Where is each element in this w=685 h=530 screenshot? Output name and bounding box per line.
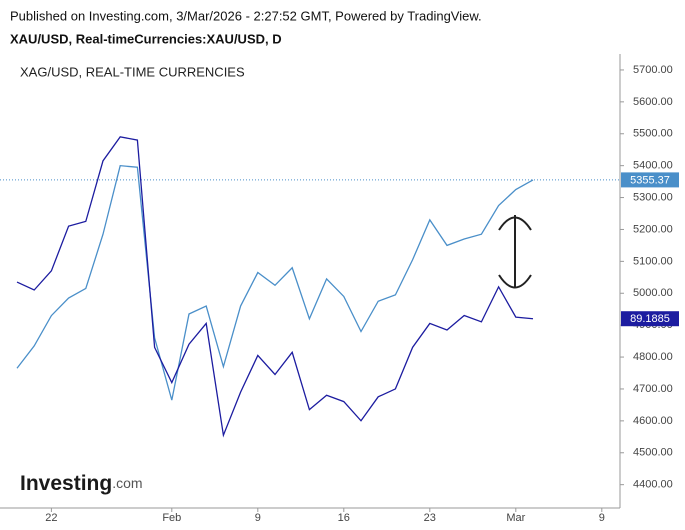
last-value-label: 5355.37 bbox=[630, 174, 670, 186]
x-tick-label: Mar bbox=[506, 512, 525, 524]
chart-title: XAU/USD, Real-timeCurrencies:XAU/USD, D bbox=[10, 31, 282, 46]
last-value-box bbox=[621, 311, 679, 327]
y-tick-label: 5600.00 bbox=[633, 96, 673, 108]
x-tick-label: 16 bbox=[338, 512, 350, 524]
y-tick-label: 5400.00 bbox=[633, 160, 673, 172]
x-tick-label: Feb bbox=[162, 512, 181, 524]
y-tick-label: 4400.00 bbox=[633, 479, 673, 491]
series-line bbox=[16, 164, 534, 401]
legend-entry: XAG/USD, REAL-TIME CURRENCIES bbox=[20, 64, 245, 79]
x-tick-label: 9 bbox=[599, 512, 605, 524]
y-tick-label: 4600.00 bbox=[633, 415, 673, 427]
last-value-label: 89.1885 bbox=[630, 313, 670, 325]
logo-main: Investing bbox=[20, 472, 112, 495]
logo: Investing.com bbox=[20, 472, 143, 495]
published-note: Published on Investing.com, 3/Mar/2026 -… bbox=[10, 8, 482, 23]
y-tick-label: 5700.00 bbox=[633, 64, 673, 76]
last-value-box bbox=[621, 172, 679, 188]
y-tick-label: 4500.00 bbox=[633, 447, 673, 459]
y-tick-label: 5000.00 bbox=[633, 287, 673, 299]
x-tick-label: 22 bbox=[45, 512, 57, 524]
y-tick-label: 5200.00 bbox=[633, 223, 673, 235]
logo-suffix: .com bbox=[112, 475, 142, 491]
x-tick-label: 23 bbox=[424, 512, 436, 524]
y-tick-label: 5300.00 bbox=[633, 191, 673, 203]
arrow-annotation bbox=[498, 215, 532, 289]
y-tick-label: 4700.00 bbox=[633, 383, 673, 395]
series-line bbox=[16, 136, 534, 438]
y-tick-label: 5500.00 bbox=[633, 128, 673, 140]
y-tick-label: 4800.00 bbox=[633, 351, 673, 363]
y-tick-label: 5100.00 bbox=[633, 255, 673, 267]
x-tick-label: 9 bbox=[255, 512, 261, 524]
